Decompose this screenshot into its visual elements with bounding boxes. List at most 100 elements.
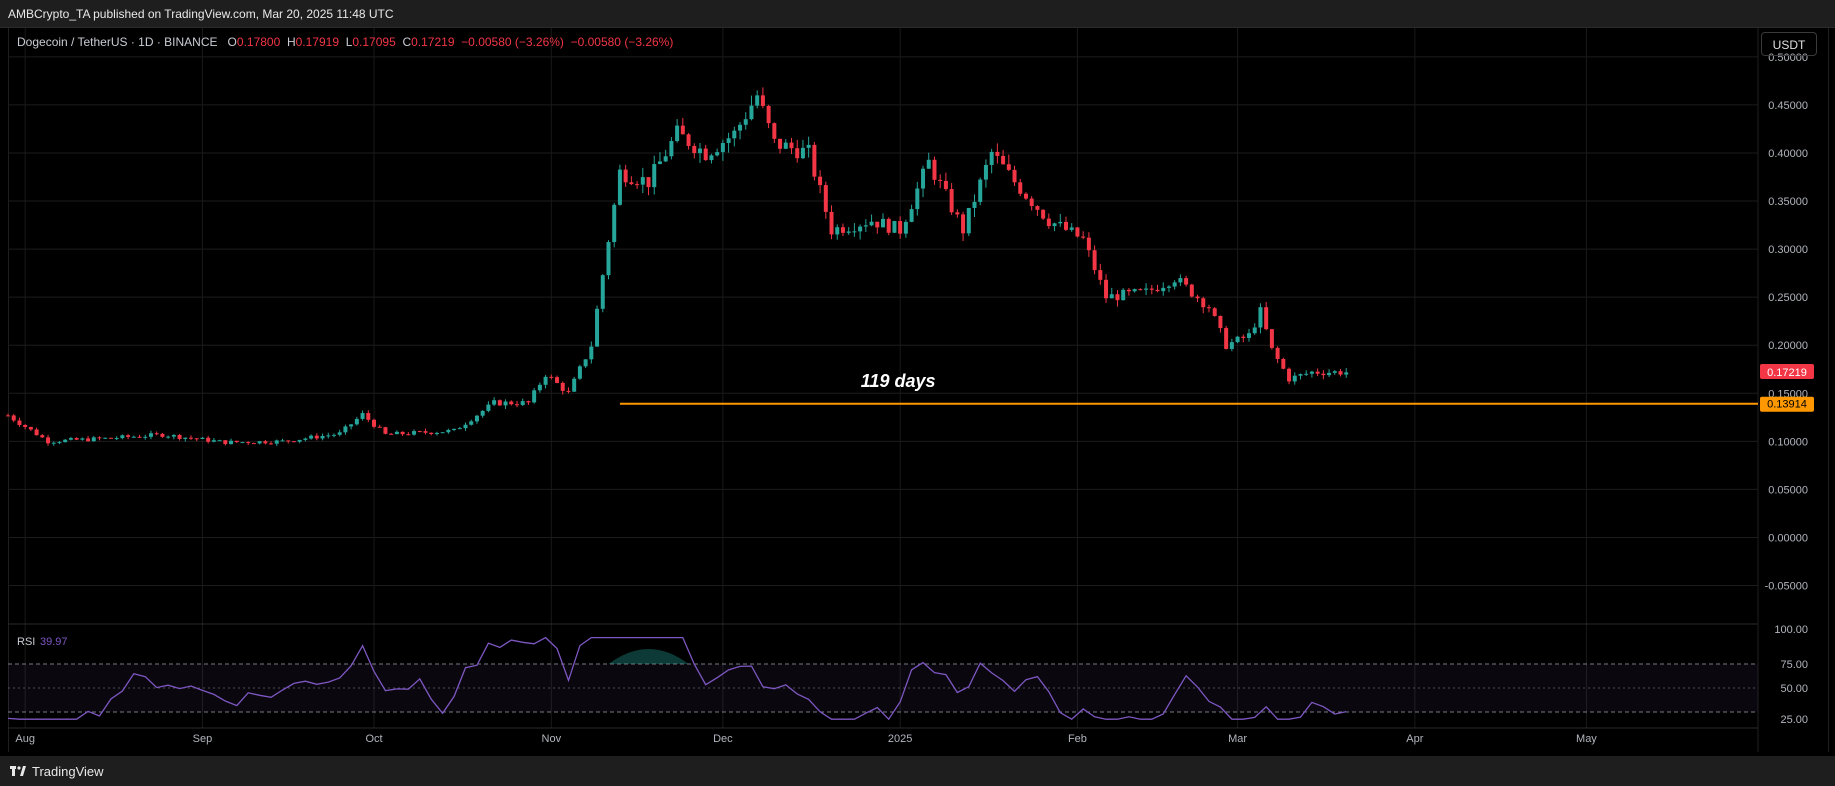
candle xyxy=(1041,209,1046,220)
candle-body xyxy=(1275,347,1280,360)
candle-body xyxy=(566,390,571,392)
candle xyxy=(1092,245,1097,275)
candle-body xyxy=(572,378,577,392)
candle xyxy=(11,414,16,423)
candle xyxy=(234,440,239,443)
candle xyxy=(1235,335,1240,344)
candle xyxy=(595,305,600,347)
candle-body xyxy=(749,105,754,120)
candle-body xyxy=(1046,218,1051,227)
candle xyxy=(617,164,622,206)
candle xyxy=(492,397,497,407)
candle-body xyxy=(457,428,462,430)
candle xyxy=(497,399,502,406)
rsi-label: RSI xyxy=(17,636,35,648)
candle-body xyxy=(280,440,285,442)
price-tick-label: 0.20000 xyxy=(1768,340,1808,352)
candle-body xyxy=(160,433,165,437)
candle xyxy=(108,437,113,439)
candle xyxy=(429,432,434,436)
candle xyxy=(663,149,668,163)
candle-body xyxy=(314,435,319,439)
rsi-tick-75: 75.00 xyxy=(1780,659,1808,671)
candle xyxy=(28,426,33,431)
price-tick-label: 0.00000 xyxy=(1768,532,1808,544)
candle-body xyxy=(57,442,62,444)
candle-body xyxy=(229,440,234,445)
candle-body xyxy=(972,201,977,208)
candle-body xyxy=(526,401,531,403)
price-tick-label: 0.05000 xyxy=(1768,484,1808,496)
candle-body xyxy=(675,125,680,142)
candle-body xyxy=(406,434,411,436)
candle-body xyxy=(1023,193,1028,199)
candle xyxy=(966,207,971,237)
candle-body xyxy=(269,443,274,445)
candle xyxy=(989,148,994,174)
price-tick-label: 0.50000 xyxy=(1768,52,1808,64)
candle xyxy=(1269,329,1274,350)
candle xyxy=(938,174,943,189)
candle-body xyxy=(669,141,674,157)
candle-body xyxy=(63,439,68,443)
candle xyxy=(74,437,79,441)
candle xyxy=(909,204,914,223)
candle xyxy=(383,426,388,435)
candle-body xyxy=(1126,289,1131,292)
candle-body xyxy=(1252,327,1257,334)
symbol-name[interactable]: Dogecoin / TetherUS · 1D · BINANCE xyxy=(17,35,218,49)
close-value: 0.17219 xyxy=(411,35,455,49)
candle xyxy=(452,428,457,432)
candle-body xyxy=(1144,288,1149,290)
candle-body xyxy=(446,429,451,433)
candle xyxy=(749,95,754,121)
candle-body xyxy=(223,440,228,445)
candle xyxy=(446,428,451,434)
rsi-pane[interactable] xyxy=(7,636,1758,721)
candle-body xyxy=(697,148,702,154)
candle xyxy=(63,439,68,443)
candle-body xyxy=(829,211,834,235)
candle-body xyxy=(961,214,966,234)
candle xyxy=(926,152,931,169)
candle xyxy=(1149,284,1154,295)
candle-body xyxy=(23,424,28,427)
candle xyxy=(349,424,354,430)
candle-body xyxy=(143,436,148,438)
candle-body xyxy=(440,432,445,434)
currency-button[interactable]: USDT xyxy=(1761,32,1817,56)
candle xyxy=(1178,274,1183,286)
price-chart[interactable]: 119 days 0.50000 0.45000 0.40000 0.35000 0.3… xyxy=(0,0,1835,756)
candle-body xyxy=(869,221,874,226)
candle xyxy=(86,435,91,442)
candle-body xyxy=(211,440,216,442)
time-tick-label: 2025 xyxy=(888,733,912,745)
candle xyxy=(669,137,674,160)
candle xyxy=(846,227,851,235)
candle-body xyxy=(921,168,926,189)
candle-body xyxy=(337,432,342,435)
last-price-tag: 0.17219 xyxy=(1760,363,1814,379)
candle-body xyxy=(377,426,382,428)
candle xyxy=(858,224,863,240)
candle xyxy=(880,213,886,228)
candle-body xyxy=(1315,371,1320,374)
time-tick-label: Nov xyxy=(542,733,562,745)
publisher-text: AMBCrypto_TA published on TradingView.co… xyxy=(8,7,394,21)
candle-body xyxy=(497,400,502,406)
candle xyxy=(343,424,348,435)
candle-body xyxy=(652,164,657,188)
candle xyxy=(921,165,926,198)
tradingview-brand[interactable]: TradingView xyxy=(32,764,104,779)
candle-body xyxy=(206,437,211,442)
candle xyxy=(1109,287,1114,299)
price-tick-label: 0.10000 xyxy=(1768,436,1808,448)
candle xyxy=(978,177,983,206)
candle xyxy=(114,436,119,441)
candle-body xyxy=(743,119,748,125)
candle xyxy=(732,126,737,147)
time-tick-label: Feb xyxy=(1068,733,1087,745)
time-axis[interactable]: Aug Sep Oct Nov Dec 2025 Feb Mar Apr May xyxy=(15,733,1597,745)
candle-body xyxy=(938,179,943,181)
candle xyxy=(469,419,474,426)
